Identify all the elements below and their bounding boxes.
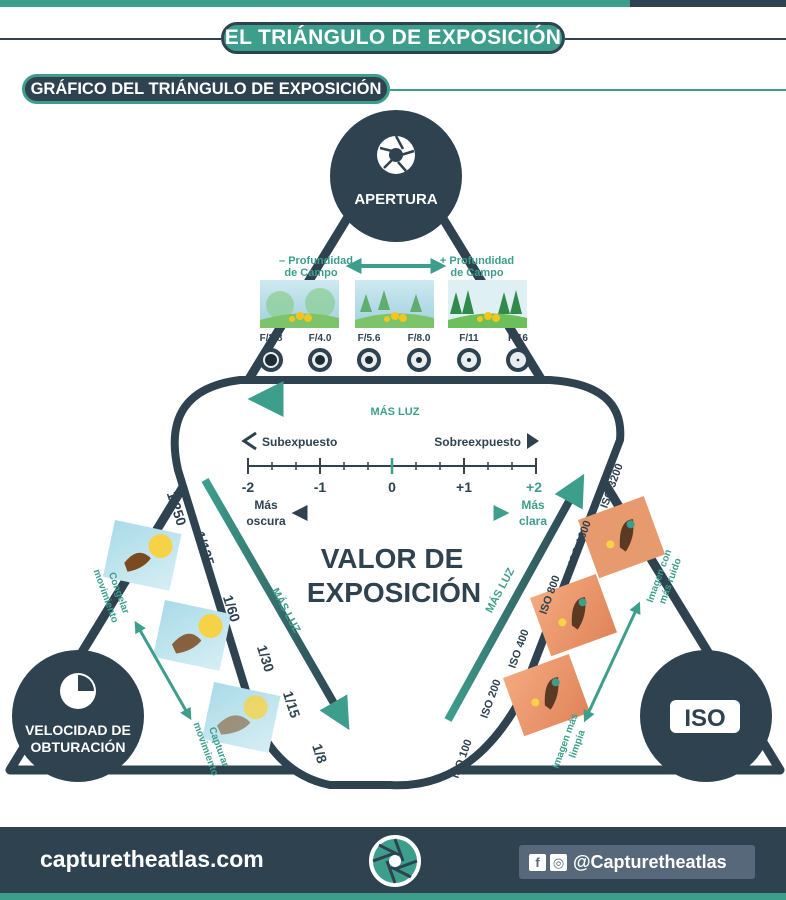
top-accent-bar (0, 0, 786, 7)
darker-line2: oscura (246, 514, 286, 528)
lens-aperture-icon (506, 348, 530, 372)
social-handle-box[interactable]: f ◎ @Capturetheatlas (519, 845, 755, 879)
iso-badge (670, 700, 740, 733)
fstop-label: F/11 (459, 333, 479, 344)
shutter-photo-fast (102, 520, 182, 591)
shutter-speed-label: 1/8 (309, 742, 330, 766)
over-arrowhead (527, 433, 539, 449)
ev-tick-label: -2 (242, 479, 255, 495)
fstop-label: F/2.8 (260, 333, 283, 344)
ev-tick-label: +1 (456, 479, 472, 495)
aperture-circle (330, 110, 462, 242)
facebook-icon[interactable]: f (529, 853, 546, 871)
instagram-icon[interactable]: ◎ (550, 853, 567, 871)
footer: capturetheatlas.com f ◎ @Capturetheatlas (0, 827, 786, 900)
aperture-label: APERTURA (354, 191, 438, 208)
aperture-icon (377, 135, 415, 174)
noise-arrow (583, 601, 641, 723)
fstop-label: F/4.0 (309, 333, 332, 344)
shutter-more-light-arrow (201, 477, 350, 731)
brighter-line2: clara (519, 514, 547, 528)
darker-line1: Más (254, 498, 278, 512)
shutter-label-line2: OBTURACIÓN (31, 738, 126, 755)
iso-photo-noisy (578, 496, 665, 579)
shutter-photo-slow (201, 682, 281, 753)
lens-aperture-icon (357, 348, 381, 372)
footer-stripe (0, 893, 786, 900)
shutter-label-line1: VELOCIDAD DE (25, 722, 131, 738)
aperture-photo-shallow (260, 280, 339, 328)
lens-aperture-icon (457, 348, 481, 372)
title-rule-left (0, 38, 221, 40)
aperture-photo-deep (448, 280, 527, 328)
fstop-label: F/16 (508, 333, 528, 344)
aperture-globe-icon (372, 838, 418, 884)
center-heading-line2: EXPOSICIÓN (307, 577, 481, 608)
section-subtitle: GRÁFICO DEL TRIÁNGULO DE EXPOSICIÓN (22, 74, 390, 104)
footer-site-link[interactable]: capturetheatlas.com (40, 846, 264, 872)
iso-more-light-arrow (444, 473, 585, 722)
shutter-circle (12, 650, 144, 782)
iso-label: ISO (684, 705, 725, 732)
more-depth-line1: + Profundidad (440, 255, 514, 267)
lens-aperture-icon (407, 348, 431, 372)
ev-tick-label: +2 (526, 479, 542, 495)
iso-photo-clean (503, 654, 590, 737)
under-arrowhead (241, 431, 257, 451)
center-heading-line1: VALOR DE (321, 543, 464, 574)
lens-aperture-icon (259, 348, 283, 372)
title-rule-right (565, 38, 786, 40)
less-depth-line2: de Campo (284, 267, 337, 279)
lens-aperture-icon (308, 348, 332, 372)
shutter-timer-icon (60, 673, 96, 709)
more-depth-line2: de Campo (450, 267, 503, 279)
social-handle: @Capturetheatlas (573, 851, 727, 872)
brighter-line1: Más (521, 498, 545, 512)
less-depth-line1: – Profundidad (279, 255, 353, 267)
ev-major-ticks (247, 458, 537, 474)
fstop-label: F/5.6 (358, 333, 381, 344)
aperture-photo-medium (355, 280, 434, 328)
brand-logo (366, 832, 424, 890)
subtitle-rule (390, 89, 786, 91)
top-accent-teal (0, 0, 630, 7)
underexposed-label: Subexpuesto (262, 435, 337, 449)
overexposed-label: Sobreexpuesto (434, 435, 521, 449)
ev-tick-label: 0 (388, 479, 396, 495)
top-accent-dark (630, 0, 786, 7)
ev-minor-ticks (271, 462, 513, 470)
fstop-label: F/8.0 (408, 333, 431, 344)
motion-arrow (134, 620, 192, 721)
aperture-more-light-label: MÁS LUZ (371, 405, 420, 418)
page-title: EL TRIÁNGULO DE EXPOSICIÓN (221, 22, 565, 54)
ev-tick-label: -1 (314, 479, 327, 495)
